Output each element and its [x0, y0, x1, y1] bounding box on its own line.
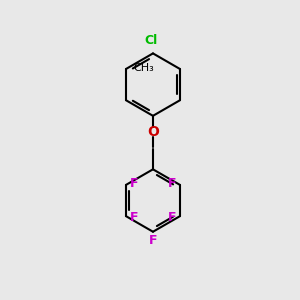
Text: F: F — [167, 211, 176, 224]
Text: F: F — [130, 177, 139, 190]
Text: Cl: Cl — [145, 34, 158, 47]
Text: F: F — [130, 211, 139, 224]
Text: F: F — [149, 234, 157, 247]
Text: F: F — [167, 177, 176, 190]
Text: O: O — [147, 125, 159, 139]
Text: CH₃: CH₃ — [134, 62, 154, 73]
